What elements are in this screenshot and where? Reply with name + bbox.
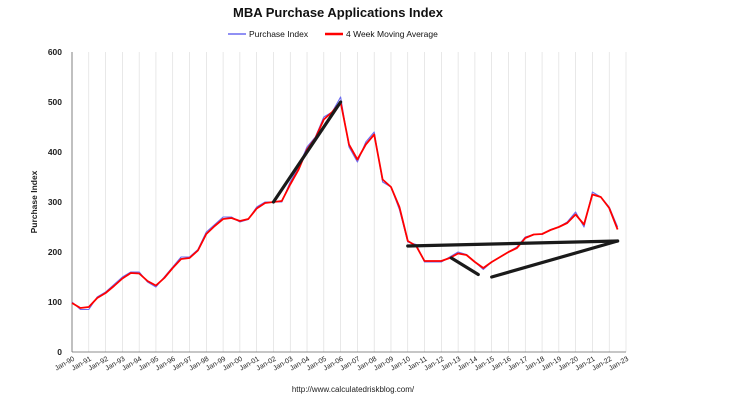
series-line-purchase-index [71,96,619,311]
series [71,96,619,311]
y-tick-label: 500 [48,97,62,107]
y-tick-label: 0 [57,347,62,357]
trend-lines [271,100,620,279]
trend-line [490,239,620,279]
y-tick-label: 100 [48,297,62,307]
trend-line [449,256,480,277]
chart-title: MBA Purchase Applications Index [233,5,444,20]
x-tick-label: Jan-23 [608,356,630,373]
y-tick-label: 600 [48,47,62,57]
y-ticks: 0 100 200 300 400 500 600 [48,47,62,357]
legend-label-moving-average: 4 Week Moving Average [346,29,438,39]
legend-label-purchase-index: Purchase Index [249,29,309,39]
legend: Purchase Index 4 Week Moving Average [228,29,438,39]
trend-line [406,239,620,248]
footer-source: http://www.calculatedriskblog.com/ [292,385,415,394]
y-tick-label: 300 [48,197,62,207]
grid [71,52,627,352]
y-axis-label: Purchase Index [29,170,39,233]
series-line-moving-average [71,101,619,309]
trend-line [271,100,343,204]
y-tick-label: 200 [48,247,62,257]
x-ticks: Jan-90Jan-91Jan-92Jan-93Jan-94Jan-95Jan-… [54,356,630,373]
y-tick-label: 400 [48,147,62,157]
